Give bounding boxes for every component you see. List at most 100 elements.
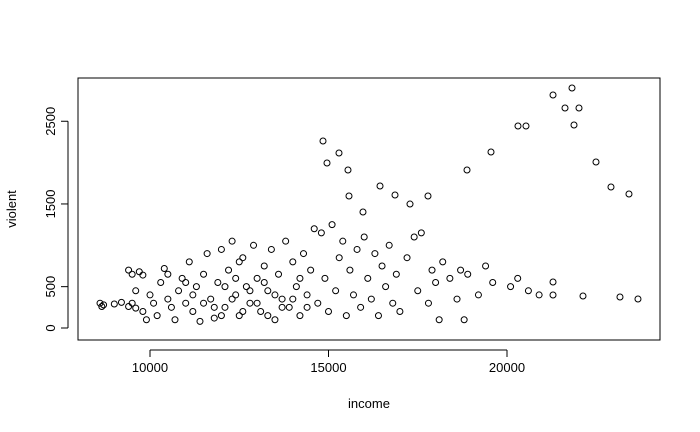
point bbox=[403, 254, 411, 262]
point bbox=[142, 316, 150, 324]
point bbox=[446, 274, 454, 282]
point bbox=[414, 287, 422, 295]
point bbox=[339, 237, 347, 245]
point bbox=[164, 295, 172, 303]
point bbox=[319, 137, 327, 145]
point bbox=[221, 303, 229, 311]
point bbox=[225, 266, 233, 274]
point bbox=[376, 182, 384, 190]
point bbox=[371, 250, 379, 258]
point bbox=[285, 303, 293, 311]
point bbox=[175, 287, 183, 295]
point bbox=[424, 299, 432, 307]
point bbox=[439, 258, 447, 266]
point bbox=[457, 266, 465, 274]
point bbox=[463, 166, 471, 174]
point bbox=[200, 270, 208, 278]
point bbox=[561, 104, 569, 112]
point bbox=[246, 299, 254, 307]
point bbox=[432, 279, 440, 287]
point bbox=[406, 200, 414, 208]
point bbox=[579, 292, 587, 300]
point bbox=[625, 190, 633, 198]
point bbox=[385, 241, 393, 249]
point bbox=[167, 303, 175, 311]
point bbox=[346, 266, 354, 274]
point bbox=[135, 268, 143, 276]
point bbox=[321, 274, 329, 282]
point bbox=[210, 303, 218, 311]
point bbox=[332, 287, 340, 295]
point bbox=[323, 159, 331, 167]
point bbox=[182, 299, 190, 307]
point bbox=[317, 229, 325, 237]
point bbox=[217, 245, 225, 253]
plot-box bbox=[77, 77, 661, 341]
point bbox=[367, 295, 375, 303]
point bbox=[514, 122, 522, 130]
point bbox=[396, 307, 404, 315]
point bbox=[200, 299, 208, 307]
point bbox=[278, 295, 286, 303]
point bbox=[353, 245, 361, 253]
point bbox=[310, 225, 318, 233]
point bbox=[203, 250, 211, 258]
point bbox=[260, 262, 268, 270]
point bbox=[392, 270, 400, 278]
point bbox=[232, 291, 240, 299]
point bbox=[514, 274, 522, 282]
x-tick-label: 15000 bbox=[310, 360, 346, 375]
x-axis-title: income bbox=[348, 396, 390, 411]
point bbox=[342, 312, 350, 320]
point bbox=[374, 312, 382, 320]
point bbox=[482, 262, 490, 270]
point bbox=[189, 291, 197, 299]
point bbox=[160, 264, 168, 272]
point bbox=[300, 250, 308, 258]
point bbox=[460, 316, 468, 324]
point bbox=[417, 229, 425, 237]
point bbox=[210, 314, 218, 322]
point bbox=[235, 312, 243, 320]
point bbox=[335, 149, 343, 157]
point bbox=[110, 300, 118, 308]
point bbox=[289, 295, 297, 303]
point bbox=[382, 283, 390, 291]
point bbox=[217, 312, 225, 320]
point bbox=[324, 307, 332, 315]
x-tick-label: 20000 bbox=[489, 360, 525, 375]
point bbox=[453, 295, 461, 303]
point bbox=[271, 291, 279, 299]
point bbox=[616, 293, 624, 301]
y-tick-label: 0 bbox=[43, 324, 58, 331]
point bbox=[264, 312, 272, 320]
point bbox=[117, 298, 125, 306]
point bbox=[507, 283, 515, 291]
point bbox=[146, 291, 154, 299]
point bbox=[424, 192, 432, 200]
point bbox=[132, 304, 140, 312]
point bbox=[185, 258, 193, 266]
point bbox=[296, 274, 304, 282]
point bbox=[164, 270, 172, 278]
point bbox=[196, 317, 204, 325]
point bbox=[592, 158, 600, 166]
point bbox=[153, 312, 161, 320]
point bbox=[125, 266, 133, 274]
point bbox=[303, 291, 311, 299]
point bbox=[128, 299, 136, 307]
point bbox=[549, 291, 557, 299]
point bbox=[182, 279, 190, 287]
point bbox=[171, 316, 179, 324]
point bbox=[150, 299, 158, 307]
point bbox=[192, 283, 200, 291]
point bbox=[239, 254, 247, 262]
point bbox=[214, 279, 222, 287]
y-tick-label: 500 bbox=[43, 276, 58, 298]
point bbox=[535, 291, 543, 299]
point bbox=[246, 287, 254, 295]
point bbox=[607, 183, 615, 191]
point bbox=[568, 84, 576, 92]
point bbox=[634, 295, 642, 303]
